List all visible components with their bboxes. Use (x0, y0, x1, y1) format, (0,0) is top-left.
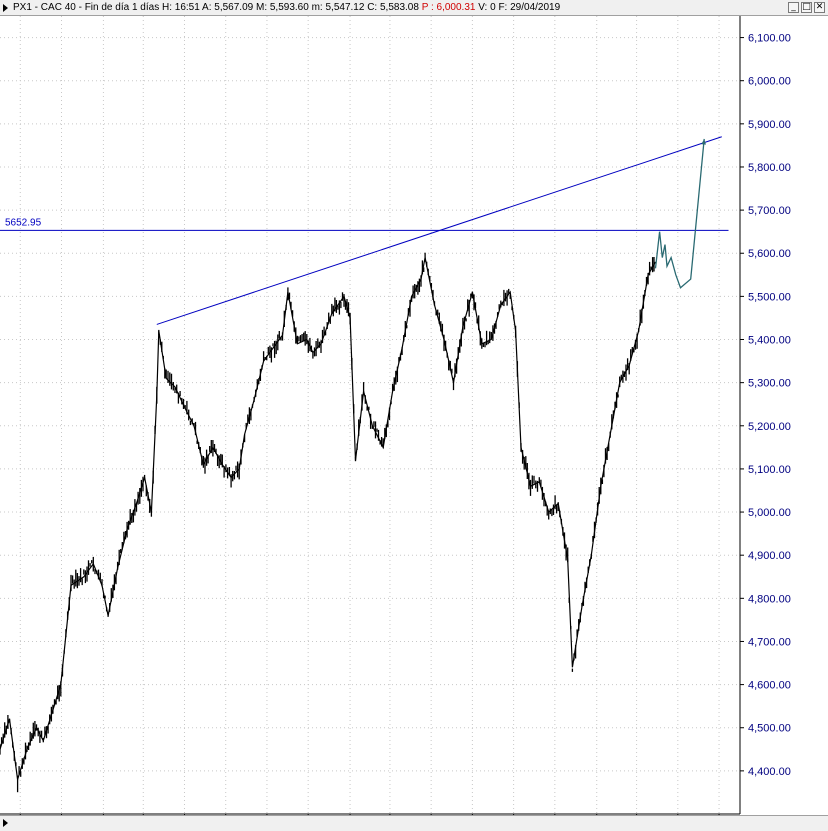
m-label: M: (255, 2, 268, 13)
resistance-label: 5652.95 (5, 217, 42, 228)
y-tick-label: 5,400.00 (748, 335, 791, 347)
y-tick-label: 5,700.00 (748, 205, 791, 217)
y-tick-label: 5,100.00 (748, 464, 791, 476)
y-tick-label: 6,100.00 (748, 33, 791, 45)
quote-info: PX1 - CAC 40 - Fin de día 1 días H: 16:5… (13, 2, 561, 13)
y-tick-label: 5,000.00 (748, 507, 791, 519)
y-tick-label: 4,400.00 (748, 766, 791, 778)
chart-grid (0, 16, 740, 814)
y-tick-label: 5,900.00 (748, 119, 791, 131)
y-tick-label: 6,000.00 (748, 76, 791, 88)
y-tick-label: 4,500.00 (748, 723, 791, 735)
v-value: 0 (490, 2, 496, 13)
price-chart[interactable]: 5652.95 4,400.00 4,500.00 4,600.00 4,700.00… (0, 16, 828, 831)
p-label: P : (421, 2, 434, 13)
y-axis: 4,400.00 4,500.00 4,600.00 4,700.00 4,800.00… (739, 16, 791, 814)
a-value: 5,567.09 (214, 2, 254, 13)
projection-arrowhead (701, 138, 706, 145)
restore-button[interactable]: □ (801, 2, 812, 13)
h-label: H: (161, 2, 172, 13)
p-value: 6,000.31 (436, 2, 476, 13)
trend-line (156, 136, 722, 325)
y-tick-label: 5,200.00 (748, 421, 791, 433)
y-tick-label: 4,900.00 (748, 550, 791, 562)
v-label: V: (478, 2, 488, 13)
y-tick-label: 5,600.00 (748, 248, 791, 260)
c-value: 5,583.08 (379, 2, 419, 13)
minimize-button[interactable]: _ (788, 2, 799, 13)
scroll-play-icon[interactable] (3, 819, 8, 827)
y-tick-label: 5,500.00 (748, 291, 791, 303)
y-tick-label: 4,600.00 (748, 680, 791, 692)
price-bars (0, 252, 655, 793)
c-label: C: (367, 2, 378, 13)
y-tick-label: 4,700.00 (748, 636, 791, 648)
projection-line (654, 138, 705, 289)
min-value: 5,547.12 (325, 2, 365, 13)
symbol-text: PX1 (13, 2, 32, 13)
period-text: Fin de día 1 días (84, 2, 160, 13)
price-series-line (0, 257, 657, 780)
close-button[interactable]: ✕ (814, 2, 825, 13)
min-label: m: (311, 2, 323, 13)
status-bar (0, 815, 828, 831)
play-icon[interactable] (3, 4, 8, 12)
y-tick-label: 4,800.00 (748, 593, 791, 605)
f-label: F: (498, 2, 508, 13)
m-value: 5,593.60 (269, 2, 309, 13)
instrument-name: CAC 40 (40, 2, 76, 13)
y-tick-label: 5,800.00 (748, 162, 791, 174)
h-value: 16:51 (174, 2, 200, 13)
y-tick-label: 5,300.00 (748, 378, 791, 390)
title-bar: PX1 - CAC 40 - Fin de día 1 días H: 16:5… (0, 0, 828, 16)
f-value: 29/04/2019 (510, 2, 561, 13)
a-label: A: (202, 2, 212, 13)
